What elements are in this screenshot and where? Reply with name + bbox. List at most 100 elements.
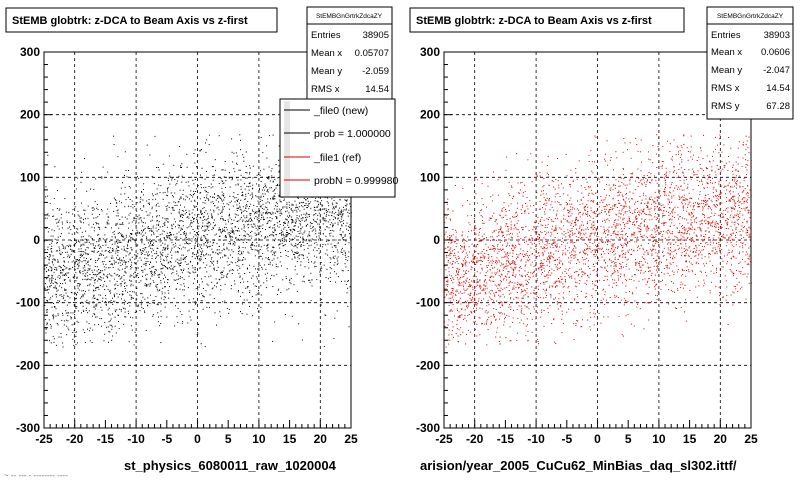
scatter-point (206, 283, 208, 285)
scatter-point (254, 255, 256, 257)
y-tick-label: 200 (20, 108, 40, 122)
scatter-point (141, 229, 143, 231)
scatter-point (213, 239, 215, 241)
scatter-point (172, 207, 174, 209)
left-stats-header: StEMBGnGrtrkZdcaZY (316, 13, 383, 20)
scatter-point (112, 232, 114, 234)
scatter-point (274, 193, 276, 195)
scatter-point (278, 145, 280, 147)
scatter-point (529, 259, 531, 261)
scatter-point (342, 214, 344, 216)
scatter-point (285, 276, 287, 278)
scatter-point (119, 219, 121, 220)
scatter-point (327, 243, 329, 245)
scatter-point (501, 217, 503, 219)
scatter-point (502, 294, 504, 295)
scatter-point (223, 195, 225, 197)
scatter-point (485, 272, 487, 274)
scatter-point (293, 229, 295, 231)
scatter-point (475, 227, 477, 229)
scatter-point (205, 238, 207, 240)
scatter-point (502, 231, 504, 233)
scatter-point (285, 278, 287, 280)
scatter-point (527, 340, 529, 342)
scatter-point (261, 213, 263, 215)
scatter-point (141, 306, 143, 308)
scatter-point (340, 228, 342, 230)
scatter-point (232, 230, 234, 232)
scatter-point (279, 220, 281, 222)
scatter-point (142, 308, 144, 309)
scatter-point (517, 214, 519, 216)
scatter-point (64, 198, 66, 200)
scatter-point (213, 268, 215, 270)
scatter-point (453, 255, 454, 257)
scatter-point (345, 283, 347, 285)
scatter-point (286, 268, 288, 270)
scatter-point (158, 229, 160, 231)
scatter-point (167, 221, 169, 223)
scatter-point (235, 177, 237, 179)
scatter-point (484, 275, 486, 277)
scatter-point (457, 274, 459, 276)
scatter-point (238, 220, 240, 222)
scatter-point (267, 201, 269, 203)
scatter-point (483, 323, 485, 325)
scatter-point (532, 272, 533, 274)
scatter-point (146, 237, 148, 239)
scatter-point (139, 217, 141, 219)
scatter-point (137, 232, 138, 234)
scatter-point (239, 206, 241, 208)
scatter-point (187, 263, 189, 265)
scatter-point (347, 256, 349, 258)
scatter-point (146, 279, 148, 281)
scatter-point (289, 302, 291, 304)
scatter-point (143, 234, 145, 236)
scatter-point (165, 267, 167, 269)
scatter-point (341, 221, 343, 223)
scatter-point (450, 310, 452, 312)
scatter-point (508, 262, 510, 264)
scatter-point (245, 287, 247, 289)
scatter-point (212, 165, 214, 167)
scatter-point (257, 229, 259, 231)
scatter-point (454, 253, 455, 254)
scatter-point (479, 317, 481, 319)
scatter-point (322, 246, 323, 248)
scatter-point (195, 288, 197, 290)
scatter-point (72, 312, 74, 314)
scatter-point (162, 265, 164, 266)
scatter-point (238, 248, 240, 249)
scatter-point (216, 270, 218, 271)
scatter-point (115, 287, 116, 289)
scatter-point (264, 273, 266, 275)
scatter-point (479, 227, 481, 229)
scatter-point (116, 241, 118, 243)
scatter-point (511, 237, 513, 239)
scatter-point (86, 240, 88, 242)
scatter-point (111, 243, 113, 245)
scatter-point (263, 208, 265, 210)
scatter-point (143, 263, 145, 265)
scatter-point (484, 288, 486, 290)
scatter-point (132, 284, 134, 286)
scatter-point (533, 289, 535, 291)
scatter-point (498, 341, 500, 342)
scatter-point (229, 195, 231, 197)
scatter-point (267, 213, 269, 215)
scatter-point (294, 230, 296, 231)
scatter-point (78, 289, 80, 291)
scatter-point (473, 340, 475, 342)
scatter-point (449, 310, 451, 312)
scatter-point (207, 284, 209, 286)
scatter-point (107, 289, 109, 291)
scatter-point (483, 233, 485, 235)
scatter-point (200, 184, 202, 185)
scatter-point (121, 216, 123, 218)
scatter-point (164, 306, 166, 308)
scatter-point (468, 282, 470, 283)
scatter-point (262, 203, 264, 205)
scatter-point (279, 224, 281, 225)
scatter-point (212, 252, 214, 254)
scatter-point (493, 245, 494, 247)
